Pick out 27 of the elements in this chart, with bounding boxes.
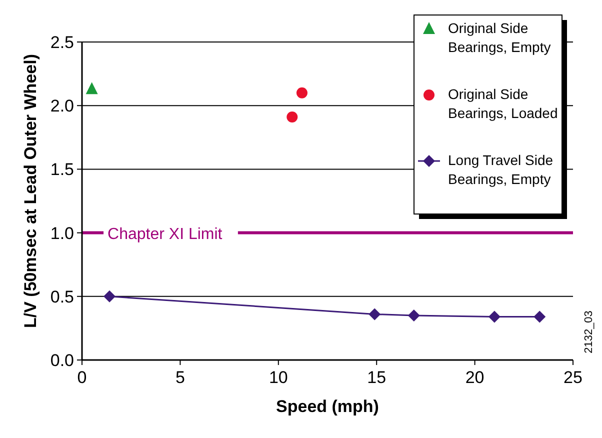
- text: 2132_03: [583, 310, 595, 354]
- x-tick-label: 20: [465, 368, 484, 387]
- point: [296, 87, 308, 98]
- x-tick-label: 25: [564, 368, 582, 387]
- y-tick-label: 1.0: [50, 224, 74, 243]
- legend-label: Original Side Bearings, Loaded: [448, 86, 558, 121]
- point: [286, 112, 298, 123]
- x-tick-label: 0: [77, 368, 87, 387]
- x-axis-title: Speed (mph): [276, 397, 379, 416]
- point: [368, 308, 381, 320]
- point: [86, 82, 98, 94]
- y-tick-label: 0.5: [50, 287, 74, 306]
- y-axis-title: L/V (50msec at Lead Outer Wheel): [21, 54, 40, 328]
- ref-line-label: Chapter XI Limit: [108, 226, 223, 243]
- point: [103, 290, 116, 302]
- y-tick-label: 2.5: [50, 33, 74, 52]
- point: [408, 309, 420, 322]
- point: [488, 310, 500, 323]
- x-tick-label: 5: [175, 368, 185, 387]
- y-tick-label: 2.0: [50, 96, 74, 116]
- y-tick-label: 1.5: [50, 160, 74, 180]
- legend-label: Original Side Bearings, Empty: [448, 20, 551, 55]
- legend-label: Long Travel Side Bearings, Empty: [448, 152, 554, 187]
- y-tick-label: 0.0: [50, 351, 74, 370]
- x-tick-label: 15: [367, 368, 386, 387]
- point: [534, 310, 546, 323]
- x-tick-label: 10: [268, 368, 288, 387]
